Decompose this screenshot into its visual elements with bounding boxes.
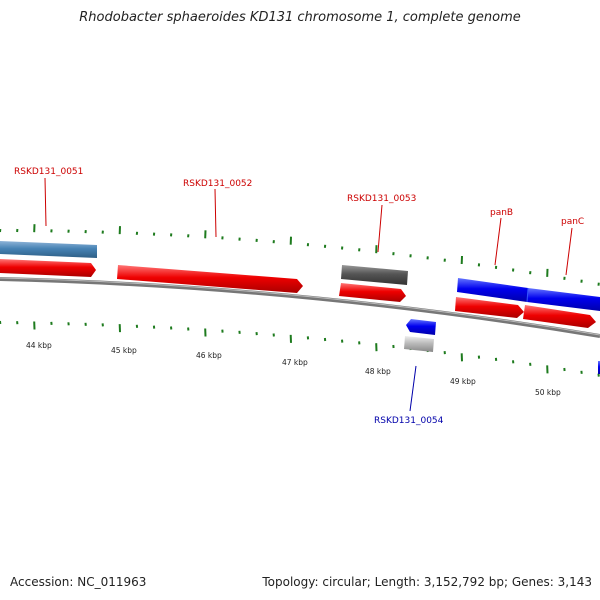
gene-feature-steel[interactable] xyxy=(0,241,97,258)
label-rskd131-0052: RSKD131_0052 xyxy=(183,179,252,189)
label-panc: panC xyxy=(561,217,584,227)
panb-panc-divider xyxy=(526,287,529,303)
leader-rskd131-0052 xyxy=(214,188,217,238)
kbp-label-44: 44 kbp xyxy=(26,341,52,350)
gene-labels: RSKD131_0051 RSKD131_0052 RSKD131_0053 p… xyxy=(14,167,584,426)
genome-summary: Topology: circular; Length: 3,152,792 bp… xyxy=(262,575,592,589)
leader-panb xyxy=(494,217,502,266)
gene-feature-rskd131-0053-gray[interactable] xyxy=(341,265,408,285)
gene-arrow-rskd131-0051[interactable] xyxy=(0,259,96,277)
kbp-label-48: 48 kbp xyxy=(365,367,391,376)
label-rskd131-0053: RSKD131_0053 xyxy=(347,194,416,204)
gene-arrow-rskd131-0052[interactable] xyxy=(117,265,303,293)
leader-panc xyxy=(565,227,573,276)
genome-backbone-highlight xyxy=(0,277,600,336)
kbp-label-49: 49 kbp xyxy=(450,377,476,386)
gene-features[interactable] xyxy=(0,241,600,374)
inner-tick-marks xyxy=(0,320,600,377)
label-panb: panB xyxy=(490,208,513,218)
leader-rskd131-0051 xyxy=(44,177,47,227)
label-rskd131-0054: RSKD131_0054 xyxy=(374,416,444,426)
gene-feature-panb[interactable] xyxy=(457,278,528,302)
gene-feature-rskd131-0054-gray[interactable] xyxy=(404,336,434,352)
gene-arrow-panc[interactable] xyxy=(523,305,596,328)
gene-arrow-rskd131-0053[interactable] xyxy=(339,283,406,302)
accession-label: Accession: NC_011963 xyxy=(10,575,147,589)
gene-feature-panc[interactable] xyxy=(527,288,600,311)
kbp-scale: 44 kbp 45 kbp 46 kbp 47 kbp 48 kbp 49 kb… xyxy=(26,341,561,397)
kbp-label-45: 45 kbp xyxy=(111,346,137,355)
leader-rskd131-0054 xyxy=(409,365,417,412)
kbp-label-50: 50 kbp xyxy=(535,388,561,397)
label-leaders xyxy=(44,177,573,412)
kbp-label-46: 46 kbp xyxy=(196,351,222,360)
outer-tick-marks xyxy=(0,224,600,286)
kbp-label-47: 47 kbp xyxy=(282,358,308,367)
genome-title: Rhodobacter sphaeroides KD131 chromosome… xyxy=(79,10,521,25)
leader-rskd131-0053 xyxy=(377,204,383,253)
genome-backbone xyxy=(0,277,600,338)
gene-arrow-rskd131-0054[interactable] xyxy=(406,319,436,335)
gene-arrow-panb[interactable] xyxy=(455,297,524,318)
label-rskd131-0051: RSKD131_0051 xyxy=(14,167,83,177)
